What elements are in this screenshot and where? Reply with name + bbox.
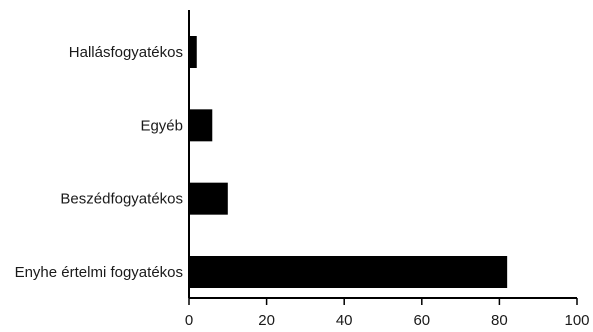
category-label: Beszédfogyatékos bbox=[60, 191, 183, 208]
bar bbox=[189, 256, 508, 288]
category-labels: Hallásfogyatékos Egyéb Beszédfogyatékos Eny… bbox=[15, 44, 183, 281]
bar bbox=[189, 182, 228, 215]
x-tick-label: 60 bbox=[413, 312, 430, 329]
x-tick-label: 0 bbox=[185, 312, 193, 329]
category-label: Egyéb bbox=[140, 117, 183, 134]
category-label: Enyhe értelmi fogyatékos bbox=[15, 264, 183, 281]
x-tick-label: 100 bbox=[564, 312, 589, 329]
x-tick-label: 20 bbox=[258, 312, 275, 329]
bar bbox=[189, 109, 213, 142]
category-label: Hallásfogyatékos bbox=[69, 44, 183, 61]
x-tick-label: 40 bbox=[336, 312, 353, 329]
bar bbox=[189, 36, 197, 68]
x-tick-label: 80 bbox=[491, 312, 508, 329]
bars-group bbox=[189, 36, 508, 288]
x-axis-ticks: 0 20 40 60 80 100 bbox=[185, 298, 590, 329]
